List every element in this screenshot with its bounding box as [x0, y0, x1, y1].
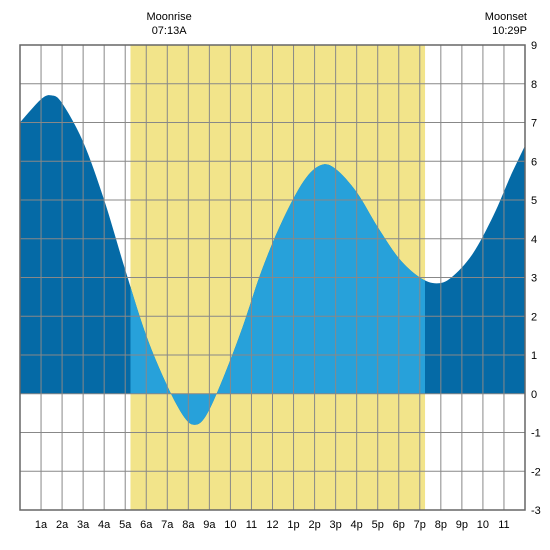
svg-text:9a: 9a: [203, 519, 216, 531]
svg-text:8a: 8a: [182, 519, 195, 531]
svg-text:5: 5: [531, 195, 537, 207]
moonrise-label: Moonrise: [147, 11, 192, 23]
svg-text:3a: 3a: [77, 519, 90, 531]
svg-text:9p: 9p: [456, 519, 468, 531]
svg-text:12: 12: [266, 519, 278, 531]
moonset-label: Moonset: [485, 11, 527, 23]
svg-text:4p: 4p: [351, 519, 363, 531]
svg-text:-1: -1: [531, 428, 541, 440]
svg-text:2a: 2a: [56, 519, 69, 531]
svg-text:2p: 2p: [308, 519, 320, 531]
svg-text:4a: 4a: [98, 519, 111, 531]
moonset-time: 10:29P: [492, 25, 527, 37]
svg-text:1: 1: [531, 350, 537, 362]
svg-text:7p: 7p: [414, 519, 426, 531]
svg-text:6a: 6a: [140, 519, 153, 531]
svg-text:8: 8: [531, 79, 537, 91]
svg-text:-3: -3: [531, 505, 541, 517]
tide-chart: Moonrise 07:13A Moonset 10:29P -3-2-1012…: [0, 0, 550, 550]
svg-text:3: 3: [531, 273, 537, 285]
moonrise-annotation: Moonrise 07:13A: [147, 10, 192, 39]
svg-text:7a: 7a: [161, 519, 174, 531]
svg-text:1p: 1p: [287, 519, 299, 531]
svg-text:5a: 5a: [119, 519, 132, 531]
svg-text:6: 6: [531, 156, 537, 168]
svg-text:-2: -2: [531, 466, 541, 478]
svg-text:10: 10: [224, 519, 236, 531]
svg-text:3p: 3p: [330, 519, 342, 531]
svg-text:5p: 5p: [372, 519, 384, 531]
svg-text:4: 4: [531, 234, 537, 246]
svg-text:0: 0: [531, 389, 537, 401]
svg-text:8p: 8p: [435, 519, 447, 531]
moonset-annotation: Moonset 10:29P: [485, 10, 527, 39]
svg-text:11: 11: [246, 519, 257, 531]
chart-svg: -3-2-101234567891a2a3a4a5a6a7a8a9a101112…: [0, 0, 550, 550]
svg-text:11: 11: [498, 519, 509, 531]
svg-text:10: 10: [477, 519, 489, 531]
svg-text:6p: 6p: [393, 519, 405, 531]
svg-text:7: 7: [531, 118, 537, 130]
svg-text:9: 9: [531, 40, 537, 52]
moonrise-time: 07:13A: [152, 25, 187, 37]
svg-text:2: 2: [531, 311, 537, 323]
svg-text:1a: 1a: [35, 519, 48, 531]
